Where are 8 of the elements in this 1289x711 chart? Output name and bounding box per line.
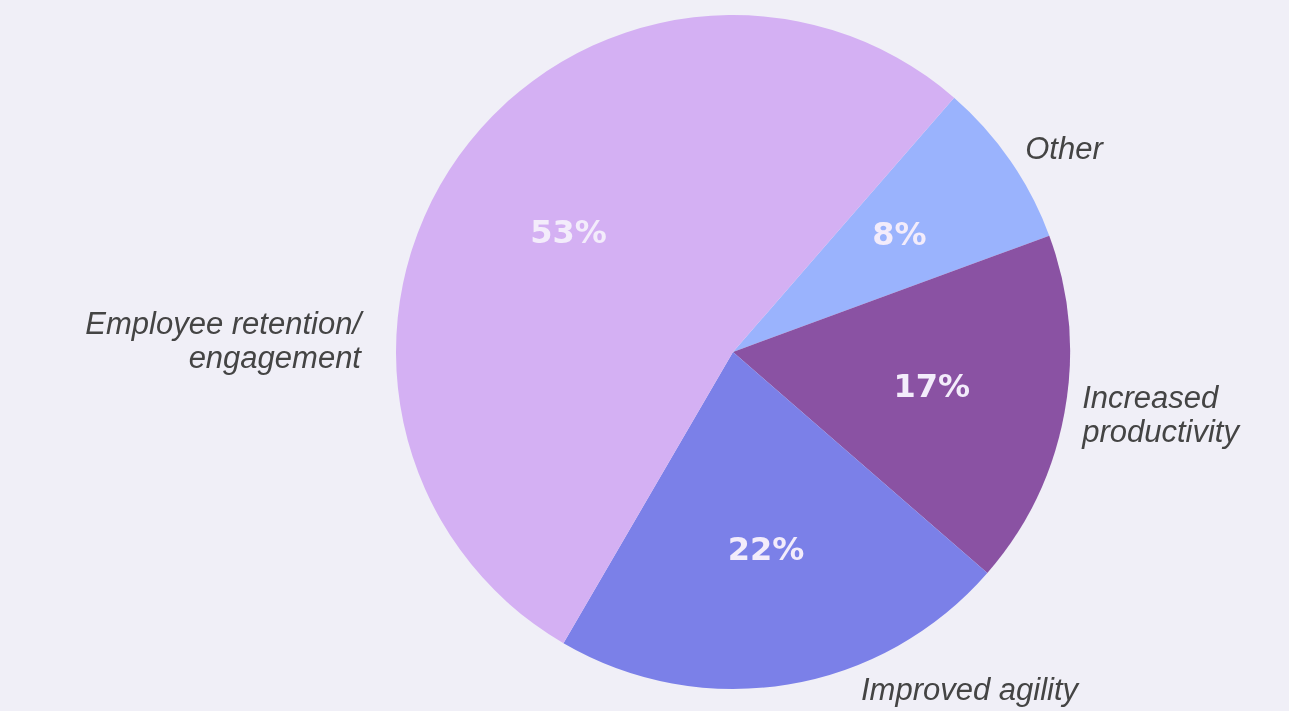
data-label: 8% bbox=[872, 215, 927, 254]
slice-label: Improved agility bbox=[860, 671, 1081, 707]
slice-label: Other bbox=[1025, 131, 1105, 167]
data-label: 22% bbox=[727, 529, 805, 568]
slice-label: Increased productivity bbox=[1081, 379, 1242, 449]
data-label: 17% bbox=[893, 366, 971, 405]
data-label: 53% bbox=[530, 212, 607, 251]
slice-label: Employee retention/ engagement bbox=[85, 305, 365, 375]
